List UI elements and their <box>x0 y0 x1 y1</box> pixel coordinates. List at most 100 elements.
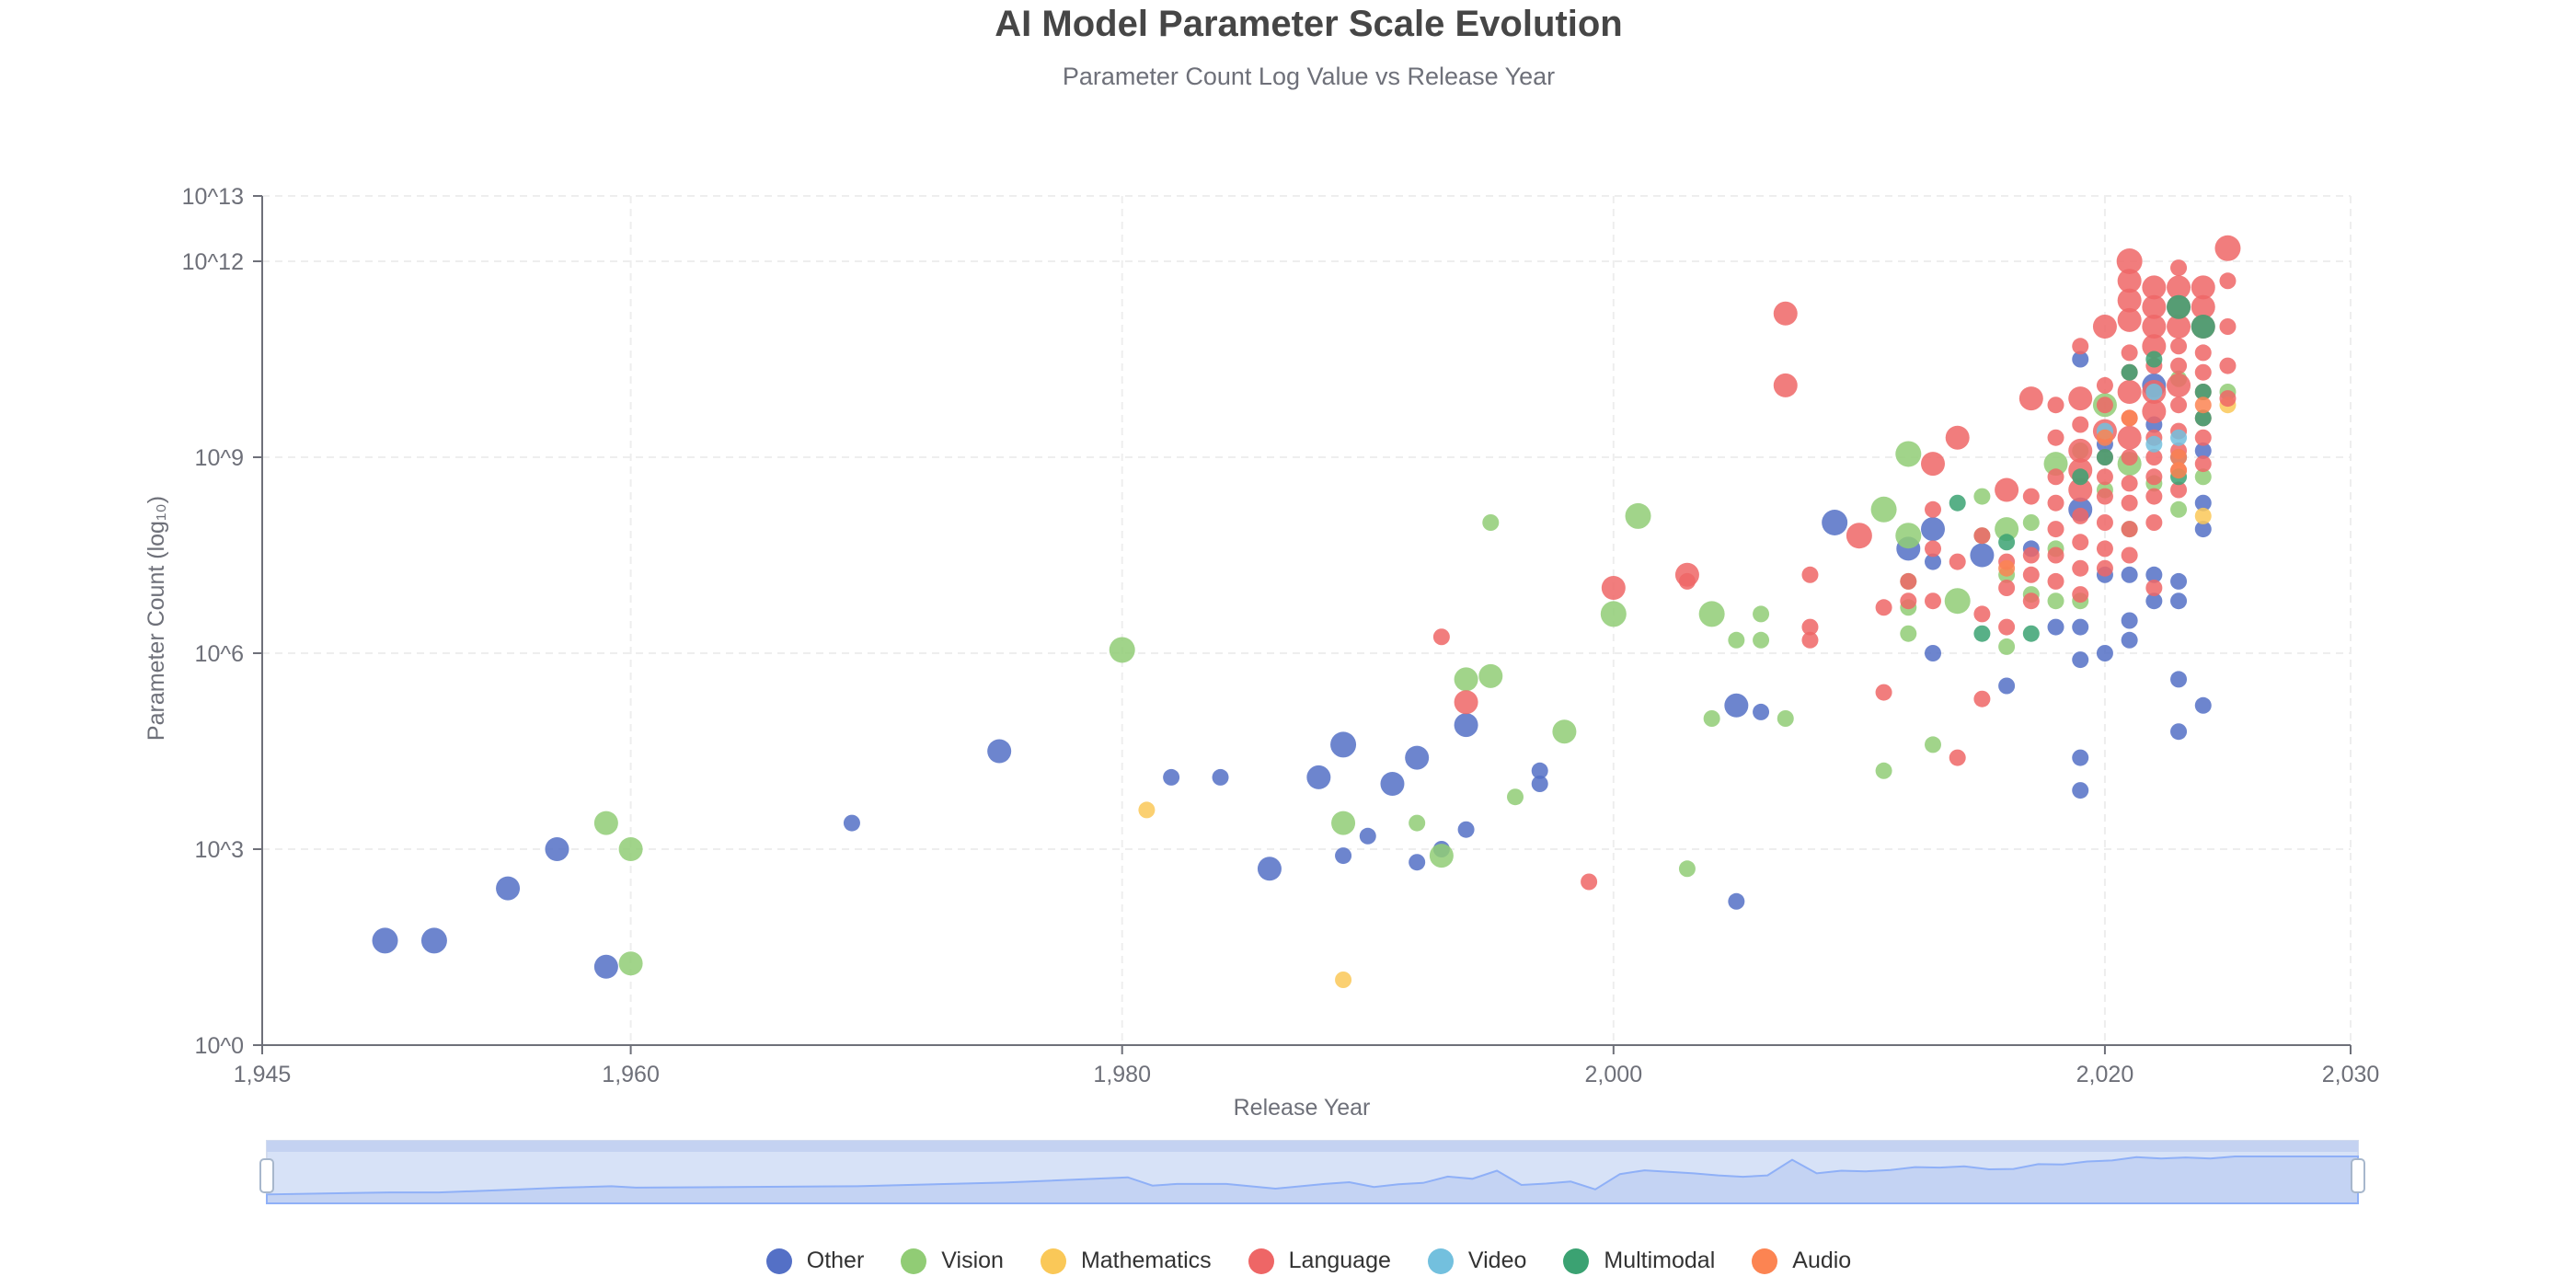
data-point[interactable] <box>1949 553 1966 570</box>
data-point[interactable] <box>1900 625 1917 642</box>
legend-item-vision[interactable]: Vision <box>901 1248 1004 1274</box>
data-point[interactable] <box>593 954 618 979</box>
legend-item-mathematics[interactable]: Mathematics <box>1040 1248 1212 1274</box>
data-point[interactable] <box>2219 390 2237 408</box>
data-point[interactable] <box>2142 334 2167 359</box>
data-point[interactable] <box>2072 338 2089 355</box>
data-point[interactable] <box>1973 527 1991 545</box>
data-point[interactable] <box>2170 259 2188 277</box>
data-point[interactable] <box>2096 376 2113 394</box>
data-point[interactable] <box>1900 592 1917 610</box>
data-point[interactable] <box>2072 749 2089 766</box>
data-point[interactable] <box>2047 494 2064 512</box>
data-point[interactable] <box>1163 768 1180 786</box>
data-point[interactable] <box>1875 599 1892 616</box>
data-point[interactable] <box>2167 373 2191 397</box>
data-point[interactable] <box>2194 696 2212 714</box>
data-point[interactable] <box>1949 749 1966 766</box>
data-point[interactable] <box>2121 566 2138 583</box>
data-point[interactable] <box>2092 315 2117 339</box>
data-point[interactable] <box>1678 572 1696 590</box>
data-point[interactable] <box>1870 496 1897 523</box>
data-point[interactable] <box>2121 363 2138 381</box>
datazoom-left-handle[interactable] <box>259 1158 274 1193</box>
data-point[interactable] <box>2145 449 2163 466</box>
data-point[interactable] <box>2170 572 2188 590</box>
data-point[interactable] <box>2194 429 2212 446</box>
data-point[interactable] <box>2096 429 2113 446</box>
data-point[interactable] <box>1380 772 1405 796</box>
data-point[interactable] <box>2096 514 2113 531</box>
data-point[interactable] <box>2145 580 2163 596</box>
data-point[interactable] <box>1601 576 1626 600</box>
data-point[interactable] <box>2170 671 2188 688</box>
data-point[interactable] <box>2191 315 2215 339</box>
data-point[interactable] <box>2170 500 2188 518</box>
data-point[interactable] <box>1925 736 1941 753</box>
data-point[interactable] <box>2194 507 2212 524</box>
data-point[interactable] <box>1457 821 1475 838</box>
data-point[interactable] <box>2170 449 2188 466</box>
data-point[interactable] <box>2121 631 2138 649</box>
datazoom-top-bar[interactable] <box>267 1141 2358 1152</box>
data-point[interactable] <box>2047 521 2064 538</box>
data-point[interactable] <box>2214 235 2241 261</box>
data-point[interactable] <box>1895 523 1922 549</box>
data-point[interactable] <box>2047 429 2064 446</box>
data-point[interactable] <box>2194 344 2212 362</box>
data-point[interactable] <box>1600 601 1627 627</box>
data-point[interactable] <box>2022 625 2040 642</box>
data-point[interactable] <box>1945 425 1970 450</box>
data-point[interactable] <box>1753 631 1770 649</box>
data-point[interactable] <box>1998 618 2016 636</box>
data-point[interactable] <box>1973 625 1991 642</box>
data-point[interactable] <box>2142 315 2167 339</box>
data-point[interactable] <box>1581 873 1598 891</box>
data-point[interactable] <box>1998 534 2016 551</box>
data-point[interactable] <box>545 837 569 861</box>
data-point[interactable] <box>2068 386 2093 411</box>
data-point[interactable] <box>1998 580 2016 596</box>
legend-item-other[interactable]: Other <box>765 1248 864 1274</box>
data-point[interactable] <box>372 927 398 954</box>
data-point[interactable] <box>1531 776 1548 792</box>
data-point[interactable] <box>2167 275 2191 300</box>
data-point[interactable] <box>2047 397 2064 414</box>
data-point[interactable] <box>1429 844 1454 868</box>
data-point[interactable] <box>1753 605 1770 623</box>
data-point[interactable] <box>2145 514 2163 531</box>
data-point[interactable] <box>2142 275 2167 300</box>
data-point[interactable] <box>1409 854 1426 871</box>
data-point[interactable] <box>1330 731 1357 758</box>
data-point[interactable] <box>1359 827 1376 845</box>
data-point[interactable] <box>1973 605 1991 623</box>
data-point[interactable] <box>1973 488 1991 505</box>
data-point[interactable] <box>1482 514 1500 531</box>
data-point[interactable] <box>1777 710 1794 727</box>
data-point[interactable] <box>2121 521 2138 538</box>
data-point[interactable] <box>2072 782 2089 799</box>
data-point[interactable] <box>2096 488 2113 505</box>
data-point[interactable] <box>2219 318 2237 335</box>
data-point[interactable] <box>1454 713 1478 738</box>
data-point[interactable] <box>2170 338 2188 355</box>
data-point[interactable] <box>1801 631 1819 649</box>
data-point[interactable] <box>2096 449 2113 466</box>
data-point[interactable] <box>2191 294 2215 319</box>
data-point[interactable] <box>1998 559 2016 577</box>
data-point[interactable] <box>1432 628 1450 646</box>
data-point[interactable] <box>2121 344 2138 362</box>
data-point[interactable] <box>2022 546 2040 564</box>
data-point[interactable] <box>2219 272 2237 290</box>
data-point[interactable] <box>1507 788 1524 806</box>
data-point[interactable] <box>2170 429 2188 446</box>
data-point[interactable] <box>2018 386 2043 411</box>
data-point[interactable] <box>2117 380 2142 404</box>
data-point[interactable] <box>1703 710 1720 727</box>
data-point[interactable] <box>2072 468 2089 486</box>
data-point[interactable] <box>1900 572 1917 590</box>
data-point[interactable] <box>1998 638 2016 655</box>
data-point[interactable] <box>2170 723 2188 741</box>
data-point[interactable] <box>2096 540 2113 558</box>
data-point[interactable] <box>1925 500 1941 518</box>
